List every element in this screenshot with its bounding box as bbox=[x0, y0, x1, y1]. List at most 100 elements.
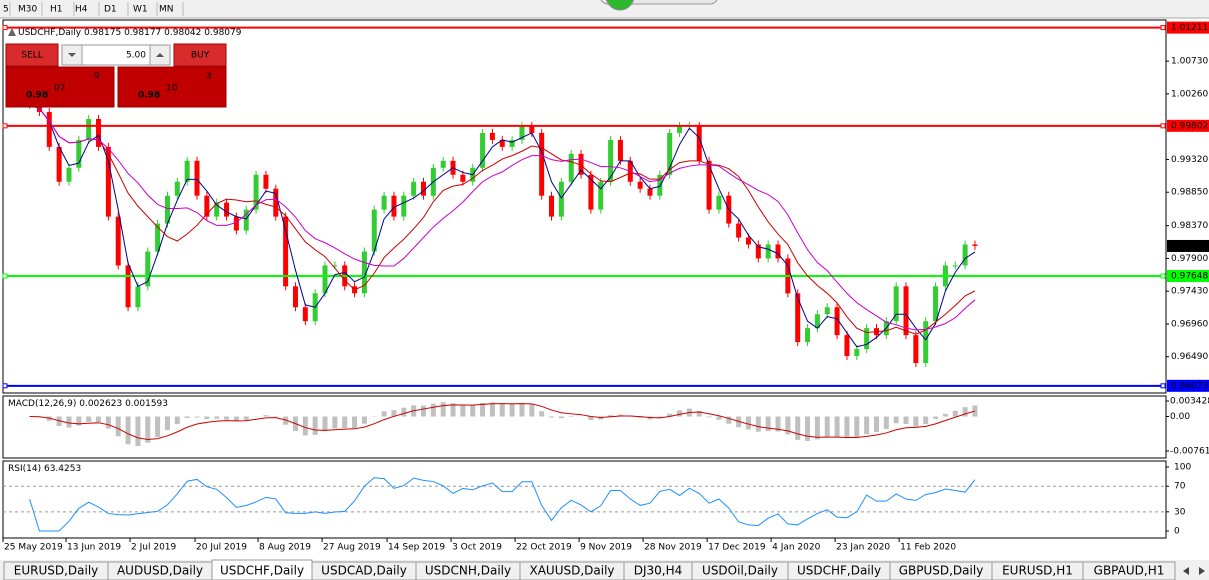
macd-bar bbox=[873, 416, 879, 433]
tab-label: AUDUSD,Daily bbox=[117, 564, 203, 578]
macd-bar bbox=[489, 402, 495, 417]
candle-body bbox=[657, 174, 663, 196]
x-tick-label: 2 Jul 2019 bbox=[131, 543, 176, 553]
tab[interactable] bbox=[1082, 561, 1176, 580]
candle-body bbox=[933, 286, 939, 322]
macd-bar bbox=[834, 416, 840, 438]
rsi-header-part: 63.4253 bbox=[44, 464, 81, 474]
tab-label: GBPUSD,Daily bbox=[899, 564, 984, 578]
macd-bar bbox=[401, 407, 407, 417]
timeframe-button[interactable]: D1 bbox=[104, 5, 117, 15]
macd-bar bbox=[66, 416, 72, 428]
candle-body bbox=[460, 174, 466, 182]
candle-body bbox=[243, 209, 249, 231]
macd-bar bbox=[233, 416, 239, 422]
y-tick-label: 30 bbox=[1174, 507, 1186, 517]
candle-body bbox=[864, 328, 870, 350]
sell-button[interactable] bbox=[5, 43, 59, 67]
macd-bar bbox=[125, 416, 131, 445]
x-tick-label: 22 Oct 2019 bbox=[516, 543, 572, 553]
bid-pips: 07 bbox=[54, 84, 65, 94]
macd-bar bbox=[184, 416, 190, 419]
candle-body bbox=[155, 223, 161, 252]
timeframe-button[interactable]: M30 bbox=[18, 5, 37, 15]
bid-point: 9 bbox=[94, 72, 100, 82]
candle-body bbox=[903, 286, 909, 336]
macd-bar bbox=[86, 416, 92, 422]
bid-box[interactable] bbox=[5, 66, 115, 108]
macd-bar bbox=[814, 416, 820, 440]
rsi-header-part: RSI(14) bbox=[8, 464, 41, 474]
candle-body bbox=[56, 146, 62, 182]
candle-body bbox=[617, 139, 623, 161]
macd-bar bbox=[322, 416, 328, 432]
macd-header-part: 0.002623 bbox=[79, 399, 122, 409]
moving-average bbox=[29, 104, 976, 335]
macd-bar bbox=[519, 403, 525, 417]
macd-bar bbox=[312, 416, 318, 435]
timeframe-button[interactable]: W1 bbox=[133, 5, 148, 15]
candle-body bbox=[46, 112, 52, 147]
macd-bar bbox=[135, 416, 141, 447]
macd-bar bbox=[972, 405, 978, 417]
macd-bar bbox=[283, 416, 289, 425]
candle-body bbox=[549, 195, 555, 217]
tab-label: DJ30,H4 bbox=[634, 564, 683, 578]
ask-box[interactable] bbox=[117, 66, 227, 108]
y-tick-label: 70 bbox=[1174, 482, 1186, 492]
buy-label: BUY bbox=[191, 51, 210, 61]
candle-body bbox=[677, 125, 683, 133]
candle-body bbox=[174, 181, 180, 196]
macd-bar bbox=[499, 403, 505, 417]
macd-bar bbox=[558, 416, 564, 419]
sell-label: SELL bbox=[21, 51, 42, 61]
candle-body bbox=[440, 160, 446, 168]
macd-bar bbox=[115, 416, 121, 437]
y-tick-label: 0.98370 bbox=[1171, 221, 1208, 231]
macd-bar bbox=[775, 416, 781, 432]
candle-body bbox=[164, 195, 170, 224]
scroll-left[interactable] bbox=[1183, 567, 1189, 575]
macd-bar bbox=[440, 402, 446, 417]
rsi-frame bbox=[2, 460, 1167, 539]
timeframe-button[interactable]: H4 bbox=[75, 5, 88, 15]
candle-body bbox=[795, 293, 801, 343]
candle-body bbox=[814, 314, 820, 329]
level-handle bbox=[2, 123, 8, 129]
macd-bar bbox=[480, 402, 486, 417]
level-handle bbox=[2, 273, 8, 279]
candle-body bbox=[204, 195, 210, 217]
macd-bar bbox=[667, 413, 673, 417]
candle-body bbox=[706, 160, 712, 210]
macd-bar bbox=[539, 411, 545, 417]
tab-label: USDCNH,Daily bbox=[425, 564, 511, 578]
macd-bar bbox=[844, 416, 850, 439]
ask-point: 3 bbox=[206, 72, 212, 82]
candle-body bbox=[608, 139, 614, 182]
macd-bar bbox=[952, 410, 958, 417]
macd-bar bbox=[332, 416, 338, 429]
candle-body bbox=[214, 202, 220, 217]
macd-bar bbox=[864, 416, 870, 435]
y-tick-label: 0.99320 bbox=[1171, 155, 1208, 165]
candle-body bbox=[105, 146, 111, 217]
level-price-label: 0.97648 bbox=[1171, 272, 1208, 282]
timeframe-button[interactable]: MN bbox=[159, 5, 174, 15]
candle-body bbox=[598, 181, 604, 210]
scroll-right[interactable] bbox=[1199, 567, 1205, 575]
level-handle bbox=[1160, 273, 1166, 279]
title-part: USDCHF,Daily bbox=[18, 28, 82, 38]
candle-body bbox=[283, 216, 289, 287]
candle-body bbox=[755, 244, 761, 259]
candle-body bbox=[273, 188, 279, 217]
macd-bar bbox=[263, 415, 269, 417]
macd-header-part: 0.001593 bbox=[125, 399, 168, 409]
buy-button[interactable] bbox=[173, 43, 227, 67]
candle-body bbox=[519, 125, 525, 140]
level-handle bbox=[1160, 383, 1166, 389]
timeframe-button[interactable]: 5 bbox=[3, 5, 9, 15]
macd-bar bbox=[174, 416, 180, 424]
candle-body bbox=[834, 307, 840, 336]
x-tick-label: 13 Jun 2019 bbox=[67, 543, 121, 553]
timeframe-button[interactable]: H1 bbox=[50, 5, 63, 15]
